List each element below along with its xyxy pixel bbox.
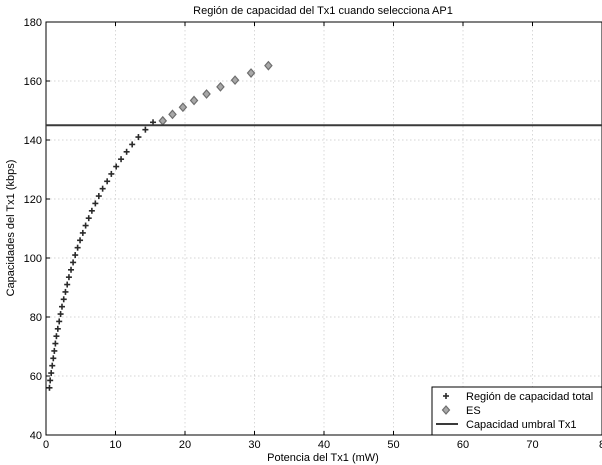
y-tick-label: 60 — [30, 371, 42, 383]
series-layer — [46, 60, 602, 391]
capacity-point — [53, 333, 60, 340]
y-tick-label: 120 — [24, 194, 42, 206]
capacity-point — [99, 185, 106, 192]
capacity-point — [50, 355, 57, 362]
y-tick-label: 80 — [30, 312, 42, 324]
capacity-point — [88, 207, 95, 214]
legend-label: Capacidad umbral Tx1 — [466, 419, 576, 431]
legend-label: Región de capacidad total — [466, 391, 593, 403]
x-tick-label: 20 — [179, 439, 191, 451]
capacity-point — [113, 163, 120, 170]
es-point — [189, 95, 199, 106]
capacity-point — [58, 303, 65, 310]
capacity-point — [51, 347, 58, 354]
capacity-point — [72, 252, 79, 259]
x-tick-label: 70 — [526, 439, 538, 451]
capacity-point — [74, 244, 81, 251]
capacity-point — [79, 229, 86, 236]
es-point — [230, 75, 240, 86]
capacity-point — [70, 259, 77, 266]
es-point — [264, 60, 273, 71]
y-tick-label: 100 — [24, 253, 42, 265]
x-tick-label: 60 — [457, 439, 469, 451]
es-point — [202, 89, 211, 99]
capacity-point — [92, 200, 99, 207]
capacity-point — [95, 193, 102, 200]
es-point — [168, 109, 177, 120]
x-tick-label: 10 — [109, 439, 121, 451]
capacity-point — [123, 148, 130, 155]
x-tick-label: 50 — [387, 439, 399, 451]
y-axis-label: Capacidades del Tx1 (kbps) — [5, 160, 17, 297]
capacity-point — [118, 156, 125, 163]
capacity-point — [48, 370, 55, 377]
y-tick-label: 180 — [24, 17, 42, 29]
es-point — [246, 68, 256, 78]
capacity-point — [142, 126, 149, 133]
capacity-point — [56, 318, 63, 325]
chart-title: Región de capacidad del Tx1 cuando selec… — [193, 5, 453, 17]
capacity-point — [46, 384, 53, 391]
es-point — [178, 102, 188, 113]
capacity-point — [68, 266, 75, 273]
y-tick-label: 160 — [24, 76, 42, 88]
x-tick-label: 8 — [599, 439, 602, 451]
capacity-point — [57, 311, 64, 318]
x-tick-label: 40 — [318, 439, 330, 451]
x-tick-label: 30 — [248, 439, 260, 451]
capacity-point — [60, 296, 67, 303]
capacity-point — [135, 134, 142, 141]
es-point — [216, 81, 225, 92]
legend-diamond-marker — [441, 405, 451, 415]
capacity-point — [47, 377, 54, 384]
capacity-point — [104, 178, 111, 185]
capacity-point — [49, 362, 56, 369]
capacity-point — [82, 222, 89, 229]
capacity-point — [85, 215, 92, 222]
legend-label: ES — [466, 405, 481, 417]
y-tick-label: 140 — [24, 135, 42, 147]
capacity-point — [64, 281, 71, 288]
axis-ticks: 0 10 20 30 40 50 60 70 8 40 60 80 100 120 140 160 180 — [24, 17, 602, 451]
x-axis-label: Potencia del Tx1 (mW) — [267, 452, 379, 464]
capacity-point — [108, 170, 115, 177]
capacity-point — [65, 274, 72, 281]
legend-box — [431, 386, 602, 436]
capacity-point — [52, 340, 59, 347]
capacity-point — [129, 141, 136, 148]
capacity-point — [54, 325, 61, 332]
capacity-point — [77, 237, 84, 244]
capacity-point — [62, 288, 69, 295]
legend-plus-marker — [443, 393, 449, 399]
legend: Región de capacidad total ES Capacidad umb… — [431, 386, 602, 436]
x-tick-label: 0 — [43, 439, 49, 451]
y-tick-label: 40 — [30, 430, 42, 442]
